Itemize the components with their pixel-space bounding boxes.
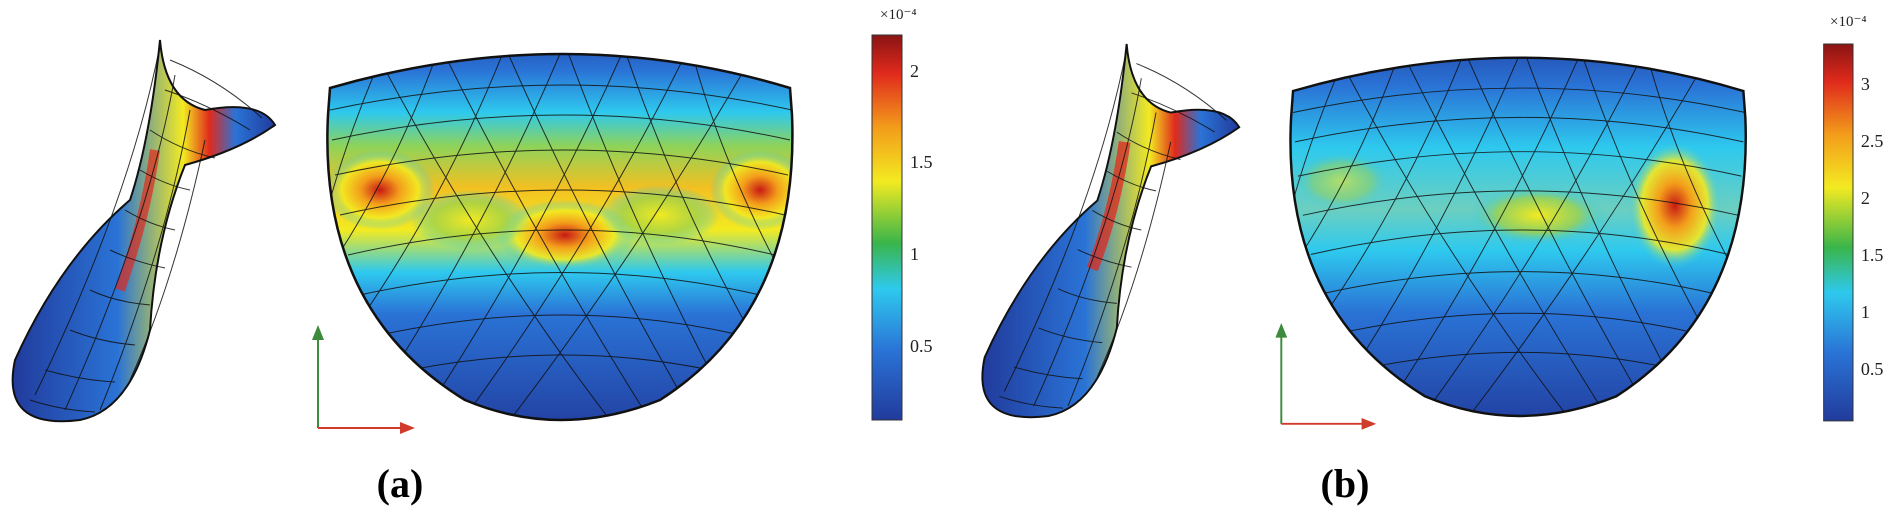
- colorbar-b: [1823, 43, 1854, 422]
- colorbar-tick-b-0: 0.5: [1860, 359, 1884, 380]
- colorbar-tick-a-1: 1: [910, 244, 919, 264]
- colorbar-tick-a-3: 2: [910, 60, 919, 81]
- colorbar-multiplier-a: ×10⁻⁴: [880, 7, 917, 23]
- side-view-a: [11, 39, 277, 423]
- main-view-b: [1289, 56, 1747, 418]
- panel-b: ×10⁻⁴ 0.5 1 1.5 2 2.5 3 (b): [970, 0, 1900, 507]
- caption-a: (a): [376, 461, 424, 506]
- colorbar-tick-b-1: 1: [1860, 302, 1870, 323]
- colorbar-tick-b-2: 1.5: [1860, 245, 1884, 266]
- axes-indicator-a: [312, 325, 415, 434]
- main-view-a: [326, 52, 794, 422]
- colorbar-a: [871, 34, 903, 421]
- figure-b: [981, 43, 1854, 430]
- colorbar-tick-b-5: 3: [1860, 73, 1870, 94]
- axes-indicator-b: [1275, 323, 1377, 430]
- figure-a: [11, 34, 903, 434]
- panel-a: ×10⁻⁴ 0.5 1 1.5 2 (a): [11, 7, 933, 506]
- caption-b: (b): [1320, 461, 1370, 506]
- colorbar-tick-b-4: 2.5: [1860, 130, 1884, 151]
- colorbar-tick-a-0: 0.5: [910, 335, 933, 356]
- side-view-b: [981, 43, 1241, 419]
- colorbar-multiplier-b: ×10⁻⁴: [1830, 14, 1867, 30]
- colorbar-tick-a-2: 1.5: [910, 152, 933, 173]
- colorbar-tick-b-3: 2: [1860, 188, 1870, 209]
